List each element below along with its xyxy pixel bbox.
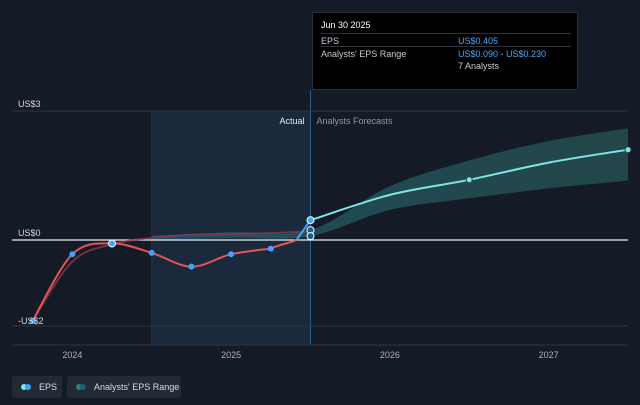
forecast-region-label: Analysts Forecasts [316, 116, 393, 126]
eps-forecast-point [624, 146, 632, 154]
analysts-eps-range-band [151, 128, 628, 240]
actual-region-label: Actual [279, 116, 304, 126]
tooltip-row-range: Analysts' EPS Range US$0.090 - US$0.230 [321, 46, 571, 60]
legend-item-range[interactable]: Analysts' EPS Range [67, 376, 181, 398]
hover-tooltip: Jun 30 2025 EPS US$0.405 Analysts' EPS R… [312, 12, 578, 90]
eps-range-point [306, 232, 315, 241]
y-tick-label: US$3 [18, 99, 41, 109]
forecast-range-layer [151, 128, 628, 240]
legend-range-label: Analysts' EPS Range [94, 382, 180, 392]
tooltip-range-value: US$0.090 - US$0.230 [458, 49, 547, 59]
eps-data-point [228, 251, 235, 258]
eps-data-point [267, 245, 274, 252]
tooltip-range-label: Analysts' EPS Range [321, 49, 407, 59]
legend-item-eps[interactable]: EPS [12, 376, 62, 398]
eps-trend-line [31, 230, 311, 322]
tooltip-row-analysts: 7 Analysts [321, 59, 571, 72]
chart-background-layer [151, 90, 311, 345]
range-swatch-dot-icon [80, 384, 86, 390]
eps-data-point [188, 263, 195, 270]
eps-data-point [29, 317, 36, 324]
x-tick-label: 2024 [62, 350, 82, 360]
tooltip-date: Jun 30 2025 [321, 20, 371, 30]
y-tick-label: -US$2 [18, 316, 44, 326]
eps-actual-line-positive [295, 219, 312, 241]
x-tick-label: 2026 [380, 350, 400, 360]
actual-period-shade [151, 111, 311, 345]
tooltip-row-eps: EPS US$0.405 [321, 33, 571, 47]
eps-highlight-point [108, 239, 117, 248]
eps-swatch-dot-icon [25, 384, 31, 390]
x-tick-label: 2027 [539, 350, 559, 360]
eps-highlight-point [306, 216, 315, 225]
label-layer: US$3 US$0 -US$2 2024 2025 2026 2027 Actual Analy… [18, 99, 559, 360]
range-swatch-icon [76, 384, 82, 390]
eps-forecast-point [465, 176, 473, 184]
tooltip-analysts-value: 7 Analysts [458, 61, 500, 71]
eps-data-point [69, 251, 76, 258]
x-tick-label: 2025 [221, 350, 241, 360]
gridline-layer [12, 110, 628, 346]
tooltip-eps-label: EPS [321, 36, 340, 46]
y-tick-label: US$0 [18, 228, 41, 238]
legend-eps-label: EPS [39, 382, 58, 392]
eps-data-point [148, 249, 155, 256]
marker-layer [29, 146, 632, 324]
tooltip-eps-value: US$0.405 [458, 36, 499, 46]
eps-swatch-icon [21, 384, 27, 390]
